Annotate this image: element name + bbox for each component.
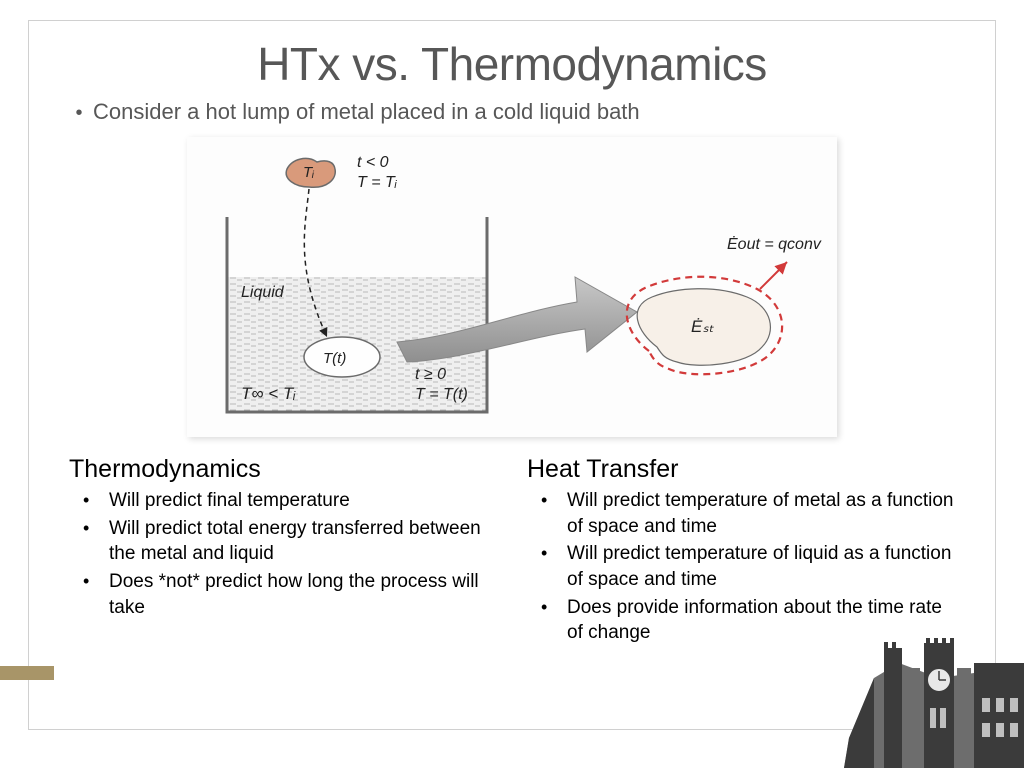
svg-text:Tᵢ: Tᵢ bbox=[303, 164, 315, 181]
bullet: Will predict final temperature bbox=[69, 488, 497, 514]
figure-metal-in-bath: Liquid Tᵢ T(t) t < 0 T = Tᵢ t ≥ 0 T = T(… bbox=[187, 137, 837, 437]
svg-text:Ėout = qconv: Ėout = qconv bbox=[727, 234, 822, 253]
svg-text:Ėₛₜ: Ėₛₜ bbox=[691, 317, 715, 336]
slide-frame: HTx vs. Thermodynamics Consider a hot lu… bbox=[28, 20, 996, 730]
slide-title: HTx vs. Thermodynamics bbox=[69, 37, 955, 91]
diagram-svg: Liquid Tᵢ T(t) t < 0 T = Tᵢ t ≥ 0 T = T(… bbox=[187, 137, 837, 437]
bullet: Does provide information about the time … bbox=[527, 595, 955, 646]
bullet: Will predict total energy transferred be… bbox=[69, 516, 497, 567]
svg-text:t ≥ 0: t ≥ 0 bbox=[415, 366, 446, 383]
svg-text:Liquid: Liquid bbox=[241, 284, 285, 301]
bullet: Will predict temperature of metal as a f… bbox=[527, 488, 955, 539]
svg-text:T = T(t): T = T(t) bbox=[415, 386, 468, 403]
col-heading: Thermodynamics bbox=[69, 455, 497, 484]
column-heat-transfer: Heat Transfer Will predict temperature o… bbox=[527, 455, 955, 648]
bullet: Does *not* predict how long the process … bbox=[69, 569, 497, 620]
svg-text:t < 0: t < 0 bbox=[357, 154, 389, 171]
intro-bullet: Consider a hot lump of metal placed in a… bbox=[65, 99, 955, 125]
column-thermodynamics: Thermodynamics Will predict final temper… bbox=[69, 455, 497, 648]
comparison-columns: Thermodynamics Will predict final temper… bbox=[69, 455, 955, 648]
bullet: Will predict temperature of liquid as a … bbox=[527, 541, 955, 592]
col-heading: Heat Transfer bbox=[527, 455, 955, 484]
svg-text:T∞ < Tᵢ: T∞ < Tᵢ bbox=[241, 384, 296, 403]
svg-text:T(t): T(t) bbox=[323, 350, 346, 367]
svg-text:T = Tᵢ: T = Tᵢ bbox=[357, 174, 398, 191]
accent-bar bbox=[0, 666, 54, 680]
